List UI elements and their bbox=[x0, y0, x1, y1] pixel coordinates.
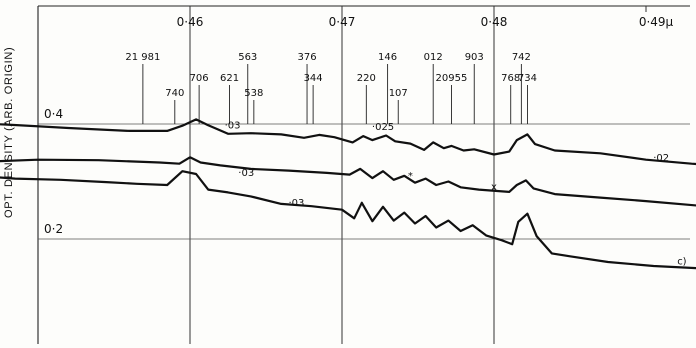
line-marker-label: 376 bbox=[297, 52, 316, 63]
y-tick-label: 0·2 bbox=[44, 222, 63, 236]
line-marker-label: 706 bbox=[190, 73, 209, 84]
line-marker-label: 344 bbox=[304, 73, 323, 84]
line-marker-label: 734 bbox=[518, 73, 537, 84]
x-tick-label: 0·48 bbox=[481, 15, 508, 29]
x-tick-label: 0·47 bbox=[329, 15, 356, 29]
line-marker-label: 21 981 bbox=[125, 52, 160, 63]
line-marker-label: 20955 bbox=[436, 73, 468, 84]
y-tick-label: 0·4 bbox=[44, 107, 63, 121]
line-marker-label: 903 bbox=[465, 52, 484, 63]
x-tick-label: 0·46 bbox=[177, 15, 204, 29]
curve-a bbox=[0, 118, 696, 166]
line-marker-label: 012 bbox=[424, 52, 443, 63]
line-marker-label: 563 bbox=[238, 52, 257, 63]
curve-note: ·025 bbox=[372, 122, 394, 133]
line-marker-label: 742 bbox=[512, 52, 531, 63]
line-marker-label: 220 bbox=[357, 73, 376, 84]
y-axis-title: OPT. DENSITY (ARB. ORIGIN) bbox=[3, 46, 15, 218]
curve-note: ·03 bbox=[225, 121, 241, 132]
line-marker-label: 740 bbox=[165, 88, 184, 99]
curve-c bbox=[0, 170, 696, 270]
line-marker-label: 107 bbox=[389, 88, 408, 99]
line-marker-label: 538 bbox=[244, 88, 263, 99]
curve-note: ·02 bbox=[653, 153, 669, 164]
curve-label: c) bbox=[677, 256, 686, 267]
curve-note: * bbox=[408, 171, 413, 182]
line-marker-label: 146 bbox=[378, 52, 397, 63]
x-tick-label: 0·49µ bbox=[639, 15, 674, 29]
curve-note: ·03 bbox=[238, 168, 254, 179]
curve-note: ·03 bbox=[288, 198, 304, 209]
curve-note: x bbox=[491, 182, 497, 193]
curve-b bbox=[0, 156, 696, 207]
line-marker-label: 621 bbox=[220, 73, 239, 84]
line-marker-label: 768 bbox=[501, 73, 520, 84]
